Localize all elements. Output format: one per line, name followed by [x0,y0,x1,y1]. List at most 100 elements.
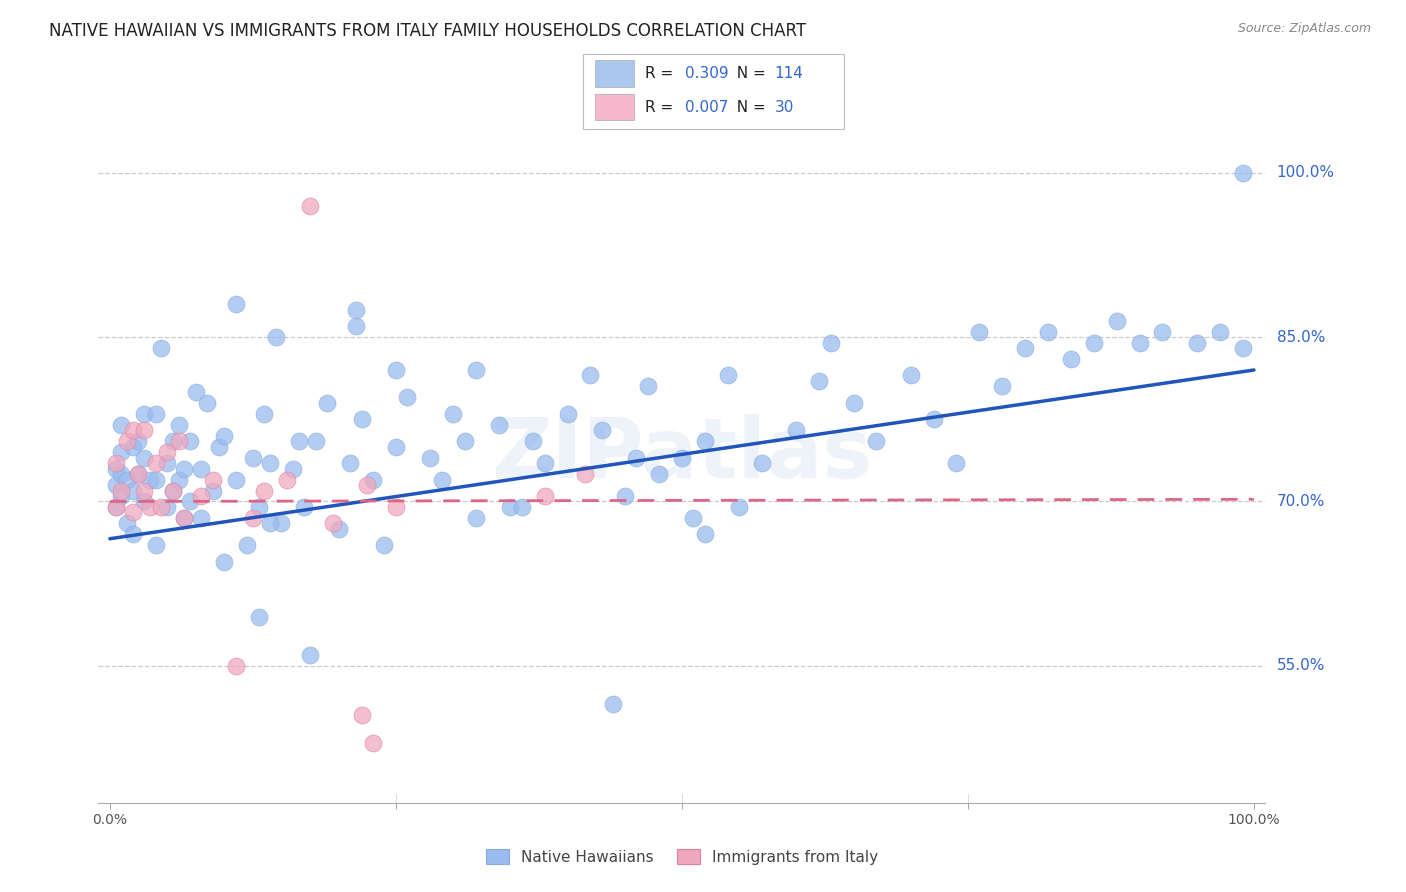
Point [682,511,704,525]
Point [361,735,384,749]
Point [488,417,510,432]
Point [190,461,212,475]
Point [104,478,127,492]
Point [264,330,287,344]
Point [179,434,201,449]
Point [214,429,236,443]
Point [648,467,671,481]
Text: 114: 114 [775,66,804,80]
Point [344,319,367,334]
Point [121,527,143,541]
Point [121,423,143,437]
Point [121,505,143,519]
Point [156,445,179,459]
Point [865,434,887,449]
Point [419,450,441,465]
Text: 30: 30 [775,100,794,114]
Point [373,538,395,552]
Point [991,379,1014,393]
Point [225,658,247,673]
Point [842,396,865,410]
Point [247,609,270,624]
Point [499,500,522,514]
Point [242,511,264,525]
Point [162,483,184,498]
Point [190,489,212,503]
Point [104,500,127,514]
Point [110,489,132,503]
Text: NATIVE HAWAIIAN VS IMMIGRANTS FROM ITALY FAMILY HOUSEHOLDS CORRELATION CHART: NATIVE HAWAIIAN VS IMMIGRANTS FROM ITALY… [49,22,806,40]
Text: N =: N = [727,100,770,114]
Point [671,450,693,465]
Point [104,500,127,514]
Point [465,511,488,525]
Point [145,538,167,552]
Text: N =: N = [727,66,770,80]
Point [328,522,350,536]
Text: 0.007: 0.007 [685,100,728,114]
Point [190,511,212,525]
Point [299,199,322,213]
Point [350,708,373,723]
Point [1232,341,1254,355]
Point [613,489,636,503]
Text: 55.0%: 55.0% [1277,658,1324,673]
Point [344,302,367,317]
Point [110,417,132,432]
Point [134,423,156,437]
Point [637,379,659,393]
Point [110,483,132,498]
Point [167,473,190,487]
Point [533,456,555,470]
Point [292,500,315,514]
Point [156,456,179,470]
Point [225,297,247,311]
Point [385,363,408,377]
Point [316,396,339,410]
Point [150,341,173,355]
Point [259,456,281,470]
Point [139,473,162,487]
Point [624,450,647,465]
Point [145,473,167,487]
Point [785,423,807,437]
Point [115,434,138,449]
Point [247,500,270,514]
Point [1014,341,1036,355]
Point [242,450,264,465]
Point [276,473,298,487]
Point [259,516,281,531]
Legend: Native Hawaiians, Immigrants from Italy: Native Hawaiians, Immigrants from Italy [486,849,877,864]
Point [322,516,344,531]
Point [356,478,378,492]
Text: 70.0%: 70.0% [1277,494,1324,509]
Point [591,423,613,437]
Point [253,407,276,421]
Point [281,461,304,475]
Point [104,461,127,475]
Point [1152,325,1174,339]
Point [150,500,173,514]
Point [465,363,488,377]
Point [305,434,328,449]
Point [201,483,224,498]
Text: R =: R = [645,66,679,80]
Point [184,384,207,399]
Point [173,511,195,525]
Point [121,440,143,454]
Point [574,467,596,481]
Point [510,500,533,514]
Point [969,325,991,339]
Point [299,648,322,662]
Point [145,456,167,470]
Point [533,489,555,503]
Point [1128,335,1150,350]
Point [922,412,945,426]
Point [127,434,149,449]
Point [385,500,408,514]
Point [728,500,751,514]
Point [145,407,167,421]
Point [441,407,464,421]
Text: 0.309: 0.309 [685,66,728,80]
Point [134,450,156,465]
